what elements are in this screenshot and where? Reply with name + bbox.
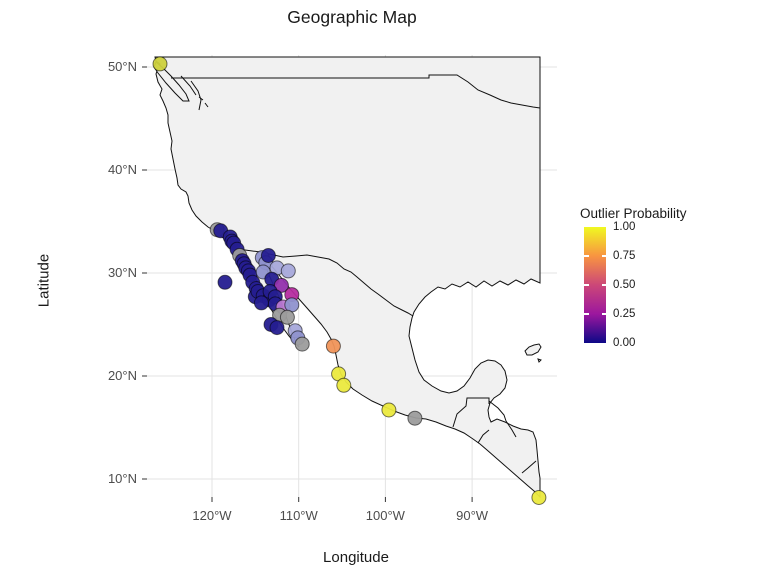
data-point — [279, 309, 295, 325]
y-tick-label: 50°N — [107, 59, 137, 74]
legend-tick-mark — [584, 255, 589, 257]
map-cuba — [524, 343, 542, 363]
chart-title: Geographic Map — [287, 7, 417, 27]
legend-tick-mark — [601, 313, 606, 315]
legend-tick-mark — [584, 313, 589, 315]
axis-ticks — [142, 66, 473, 502]
data-point — [531, 490, 547, 505]
data-point — [217, 274, 233, 290]
x-tick-label: 100°W — [365, 508, 405, 523]
map-puget-sound-inlets — [180, 75, 209, 111]
x-tick-label: 120°W — [192, 508, 232, 523]
y-tick-label: 40°N — [107, 162, 137, 177]
legend-value-label: 0.00 — [613, 337, 636, 349]
border-us-canada — [171, 74, 541, 109]
data-point — [294, 336, 310, 352]
legend-value-label: 0.25 — [613, 308, 636, 320]
data-point — [152, 56, 168, 72]
data-point — [284, 297, 300, 313]
data-point — [407, 410, 423, 426]
y-axis-title: Latitude — [35, 253, 53, 308]
x-axis-title: Longitude — [323, 549, 389, 566]
legend: Outlier Probability 1.00 0.75 0.50 0.25 0.00 — [580, 206, 687, 349]
legend-tick-mark — [601, 255, 606, 257]
x-tick-label: 90°W — [456, 508, 489, 523]
data-point — [325, 338, 341, 354]
y-tick-label: 30°N — [107, 265, 137, 280]
data-point — [336, 377, 352, 393]
data-point — [269, 320, 285, 336]
legend-gradient-bar — [584, 227, 606, 343]
legend-value-label: 1.00 — [613, 221, 636, 233]
legend-tick-mark — [601, 284, 606, 286]
legend-title: Outlier Probability — [580, 206, 687, 221]
legend-value-label: 0.50 — [613, 279, 636, 291]
legend-tick-mark — [584, 284, 589, 286]
data-point — [253, 295, 269, 311]
data-points — [152, 56, 547, 505]
y-tick-label: 10°N — [107, 471, 137, 486]
legend-body: 1.00 0.75 0.50 0.25 0.00 — [580, 221, 687, 349]
data-point — [280, 263, 296, 279]
map-vancouver-island — [153, 61, 190, 102]
map-landmass-north-america — [154, 56, 541, 499]
data-point — [381, 402, 397, 418]
data-point — [260, 248, 276, 263]
y-tick-label: 20°N — [107, 368, 137, 383]
legend-value-label: 0.75 — [613, 250, 636, 262]
border-us-mexico — [237, 248, 414, 317]
x-tick-label: 110°W — [279, 508, 318, 523]
border-central-america — [452, 397, 537, 474]
